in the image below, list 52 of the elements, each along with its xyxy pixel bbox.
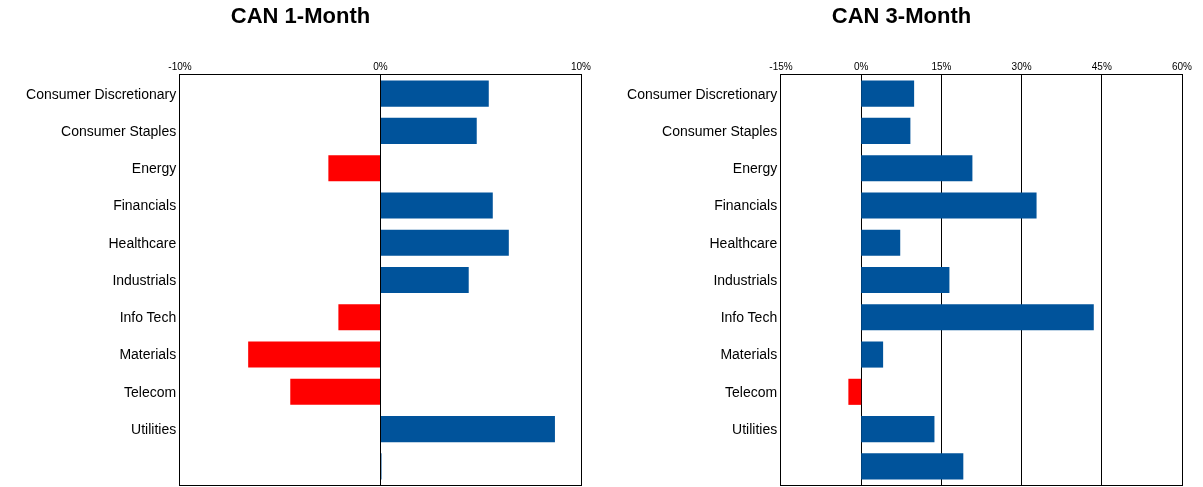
- bar: [861, 304, 1094, 331]
- y-tick-label: Materials: [119, 346, 177, 363]
- y-tick-label: Info Tech: [119, 309, 177, 326]
- y-tick-label: Consumer Staples: [662, 122, 778, 139]
- y-tick-label: Financials: [113, 197, 177, 214]
- y-tick-label: Industrials: [713, 271, 778, 288]
- x-tick-label: 30%: [1011, 61, 1032, 72]
- y-tick-label: Info Tech: [720, 309, 778, 326]
- y-tick-label: Healthcare: [709, 234, 778, 251]
- bar: [380, 117, 477, 144]
- y-tick-label: Industrials: [112, 271, 177, 288]
- bar: [380, 80, 489, 107]
- bar: [848, 378, 862, 405]
- y-tick-label: Healthcare: [108, 234, 177, 251]
- bar: [861, 341, 884, 368]
- bar: [328, 155, 381, 182]
- chart-title: CAN 1-Month: [230, 2, 371, 28]
- bar: [861, 80, 915, 107]
- bar: [338, 304, 381, 331]
- x-tick-label: -10%: [168, 61, 192, 72]
- y-tick-label: Telecom: [725, 383, 778, 400]
- bar: [861, 155, 973, 182]
- x-tick-label: 0%: [373, 61, 388, 72]
- y-tick-label: Financials: [714, 197, 778, 214]
- bar: [861, 416, 935, 443]
- y-tick-label: Utilities: [732, 420, 778, 437]
- bar: [861, 117, 911, 144]
- x-tick-label: 60%: [1171, 61, 1193, 72]
- x-tick-label: 45%: [1091, 61, 1112, 72]
- bar: [861, 266, 950, 294]
- y-tick-label: Utilities: [131, 420, 177, 437]
- y-tick-label: Energy: [732, 160, 778, 177]
- bar: [380, 192, 493, 219]
- bar: [380, 229, 509, 256]
- y-tick-label: Consumer Staples: [61, 122, 177, 139]
- bar: [380, 416, 555, 443]
- y-tick-label: Energy: [131, 160, 177, 177]
- bar: [290, 378, 381, 405]
- y-tick-label: Materials: [720, 346, 778, 363]
- bar: [861, 229, 901, 256]
- y-tick-label: Consumer Discretionary: [26, 85, 177, 102]
- bar: [861, 192, 1037, 219]
- x-tick-label: -15%: [769, 61, 793, 72]
- x-tick-label: 0%: [853, 61, 869, 72]
- bar: [861, 453, 964, 480]
- bar: [380, 266, 469, 294]
- bar: [248, 341, 381, 368]
- x-tick-label: 15%: [931, 61, 952, 72]
- x-tick-label: 10%: [570, 61, 592, 72]
- y-tick-label: Telecom: [124, 383, 177, 400]
- chart-title: CAN 3-Month: [831, 2, 972, 28]
- y-tick-label: Consumer Discretionary: [627, 85, 778, 102]
